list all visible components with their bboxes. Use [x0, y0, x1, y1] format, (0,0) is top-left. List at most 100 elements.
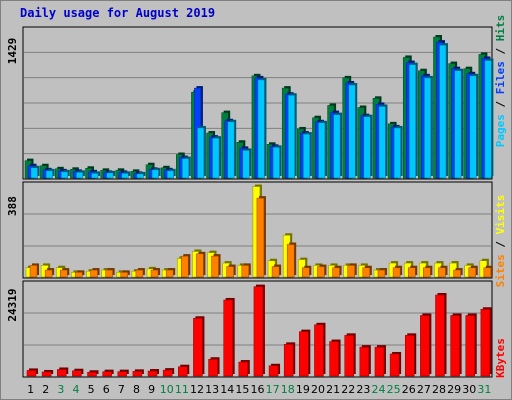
bar-pages-day-4: [76, 172, 84, 179]
x-tick-label-day-5: 5: [88, 383, 95, 396]
bar-sites-day-7: [120, 272, 129, 278]
bar-sites-day-1: [29, 265, 38, 278]
bar-kbytes-day-24: [374, 346, 385, 377]
bar-kbytes-day-11: [178, 366, 188, 377]
bar-pages-day-31: [484, 60, 492, 179]
legend-pages-files-hits-hits: Hits: [494, 15, 507, 42]
bar-sites-day-11: [181, 255, 189, 278]
x-tick-label-day-11: 11: [175, 383, 189, 396]
bar-kbytes-day-8: [132, 371, 143, 377]
bar-sites-day-12: [196, 253, 204, 278]
bar-pages-day-30: [469, 75, 477, 179]
chart-title: Daily usage for August 2019: [20, 6, 216, 20]
bar-pages-day-17: [272, 147, 280, 179]
x-tick-label-day-1: 1: [27, 383, 34, 396]
bar-sites-day-5: [90, 269, 98, 278]
bar-pages-day-27: [424, 77, 432, 179]
x-tick-label-day-10: 10: [160, 383, 174, 396]
x-tick-label-day-31: 31: [477, 383, 491, 396]
bar-pages-day-8: [136, 173, 144, 179]
bar-sites-day-16: [256, 197, 265, 278]
bar-kbytes-day-12: [193, 318, 203, 377]
bar-sites-day-20: [317, 266, 325, 278]
x-tick-label-day-25: 25: [387, 383, 401, 396]
bar-pages-day-21: [333, 114, 341, 179]
bar-pages-day-28: [439, 44, 447, 179]
bar-kbytes-day-26: [404, 335, 415, 377]
bar-kbytes-day-6: [102, 371, 112, 377]
bar-kbytes-day-13: [208, 358, 218, 377]
bar-sites-day-30: [468, 267, 476, 278]
bar-pages-day-6: [106, 172, 114, 179]
bar-kbytes-day-20: [314, 324, 324, 377]
bar-sites-day-25: [392, 267, 401, 278]
bar-pages-day-20: [318, 122, 326, 179]
bar-kbytes-day-10: [162, 369, 173, 377]
bar-sites-day-4: [75, 272, 83, 278]
x-tick-label-day-24: 24: [372, 383, 386, 396]
bar-pages-day-5: [91, 173, 99, 179]
bar-kbytes-day-30: [465, 315, 475, 377]
bar-sites-day-21: [332, 267, 340, 278]
bar-pages-day-12: [197, 127, 205, 179]
bar-kbytes-day-9: [147, 370, 158, 377]
bar-pages-day-22: [348, 84, 356, 179]
bar-kbytes-day-5: [87, 372, 97, 377]
bar-kbytes-day-4: [72, 370, 82, 377]
bar-pages-day-9: [151, 169, 159, 179]
bar-pages-day-7: [121, 173, 129, 179]
bar-kbytes-day-21: [329, 341, 339, 377]
bar-kbytes-day-3: [57, 369, 67, 377]
bar-kbytes-day-22: [344, 335, 354, 377]
legend-pages-files-hits: Pages / Files / Hits: [494, 15, 507, 148]
legend-pages-files-hits-files: Files: [494, 61, 507, 94]
bar-kbytes-day-27: [420, 315, 430, 377]
bar-pages-day-25: [393, 127, 401, 179]
legend-kbytes-kbytes: KBytes: [494, 338, 507, 378]
bar-sites-day-13: [211, 255, 219, 278]
bar-pages-day-24: [378, 106, 386, 179]
bar-kbytes-day-16: [253, 286, 264, 377]
bar-sites-day-6: [105, 269, 113, 278]
x-tick-label-day-13: 13: [205, 383, 219, 396]
x-tick-label-day-29: 29: [447, 383, 461, 396]
bar-sites-day-31: [483, 267, 492, 278]
legend-pages-files-hits-separator: /: [494, 41, 507, 61]
bar-pages-day-3: [61, 171, 69, 179]
legend-sites-visits-visits: Visits: [494, 195, 507, 235]
x-tick-label-day-20: 20: [311, 383, 325, 396]
legend-sites-visits: Sites / Visits: [494, 195, 507, 288]
bar-kbytes-day-31: [480, 309, 491, 377]
bar-kbytes-day-19: [299, 331, 309, 377]
bar-kbytes-day-1: [26, 370, 37, 377]
bar-kbytes-day-23: [359, 346, 370, 377]
x-tick-label-day-18: 18: [281, 383, 295, 396]
legend-pages-files-hits-pages: Pages: [494, 114, 507, 147]
bar-sites-day-17: [271, 266, 280, 278]
bar-sites-day-15: [241, 265, 250, 278]
legend-pages-files-hits-separator: /: [494, 94, 507, 114]
x-tick-label-day-8: 8: [133, 383, 140, 396]
panel-3-y-max-label: 24319: [6, 288, 19, 321]
x-tick-label-day-19: 19: [296, 383, 310, 396]
bar-sites-day-8: [135, 269, 144, 278]
bar-pages-day-29: [454, 70, 462, 179]
legend-sites-visits-separator: /: [494, 234, 507, 254]
bar-kbytes-day-18: [283, 344, 294, 377]
bar-kbytes-day-14: [223, 299, 233, 377]
x-tick-label-day-2: 2: [42, 383, 49, 396]
bar-sites-day-22: [347, 265, 355, 278]
x-tick-label-day-3: 3: [57, 383, 64, 396]
bar-pages-day-19: [303, 133, 311, 179]
bar-pages-day-14: [227, 121, 235, 179]
x-tick-label-day-7: 7: [118, 383, 125, 396]
x-tick-label-day-14: 14: [220, 383, 234, 396]
legend-kbytes: KBytes: [494, 338, 507, 378]
bar-pages-day-26: [408, 64, 416, 179]
bar-kbytes-day-29: [450, 315, 460, 377]
bar-pages-day-11: [182, 158, 190, 179]
x-tick-label-day-6: 6: [103, 383, 110, 396]
panel-1-y-max-label: 1429: [6, 38, 19, 65]
